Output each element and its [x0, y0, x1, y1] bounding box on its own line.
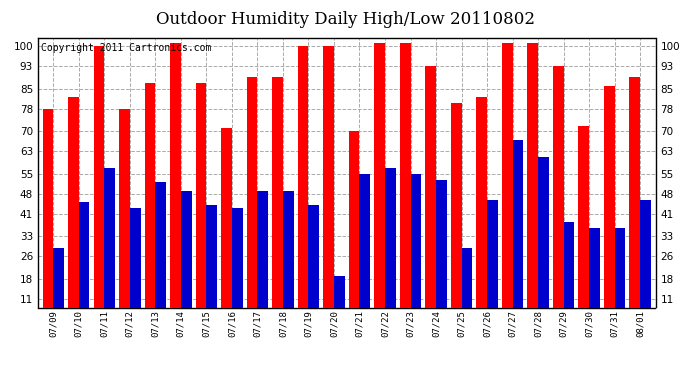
- Bar: [553, 66, 564, 330]
- Bar: [119, 108, 130, 330]
- Bar: [181, 191, 192, 330]
- Bar: [43, 108, 53, 330]
- Bar: [487, 200, 497, 330]
- Bar: [308, 205, 319, 330]
- Bar: [323, 46, 334, 330]
- Bar: [411, 174, 421, 330]
- Bar: [170, 43, 181, 330]
- Bar: [564, 222, 574, 330]
- Bar: [68, 97, 79, 330]
- Bar: [94, 46, 104, 330]
- Bar: [79, 202, 90, 330]
- Bar: [53, 248, 64, 330]
- Bar: [334, 276, 345, 330]
- Bar: [502, 43, 513, 330]
- Bar: [232, 208, 243, 330]
- Bar: [462, 248, 472, 330]
- Bar: [348, 131, 359, 330]
- Bar: [297, 46, 308, 330]
- Bar: [374, 43, 385, 330]
- Bar: [130, 208, 141, 330]
- Bar: [145, 83, 155, 330]
- Bar: [221, 129, 232, 330]
- Bar: [283, 191, 294, 330]
- Bar: [425, 66, 436, 330]
- Bar: [589, 228, 600, 330]
- Text: Copyright 2011 Cartronics.com: Copyright 2011 Cartronics.com: [41, 43, 211, 53]
- Bar: [436, 180, 446, 330]
- Bar: [578, 126, 589, 330]
- Bar: [273, 77, 283, 330]
- Bar: [640, 200, 651, 330]
- Bar: [385, 168, 396, 330]
- Bar: [513, 140, 523, 330]
- Bar: [257, 191, 268, 330]
- Bar: [527, 43, 538, 330]
- Text: Outdoor Humidity Daily High/Low 20110802: Outdoor Humidity Daily High/Low 20110802: [155, 11, 535, 28]
- Bar: [104, 168, 115, 330]
- Bar: [615, 228, 625, 330]
- Bar: [451, 103, 462, 330]
- Bar: [247, 77, 257, 330]
- Bar: [629, 77, 640, 330]
- Bar: [476, 97, 487, 330]
- Bar: [604, 86, 615, 330]
- Bar: [206, 205, 217, 330]
- Bar: [538, 157, 549, 330]
- Bar: [196, 83, 206, 330]
- Bar: [155, 183, 166, 330]
- Bar: [359, 174, 371, 330]
- Bar: [400, 43, 411, 330]
